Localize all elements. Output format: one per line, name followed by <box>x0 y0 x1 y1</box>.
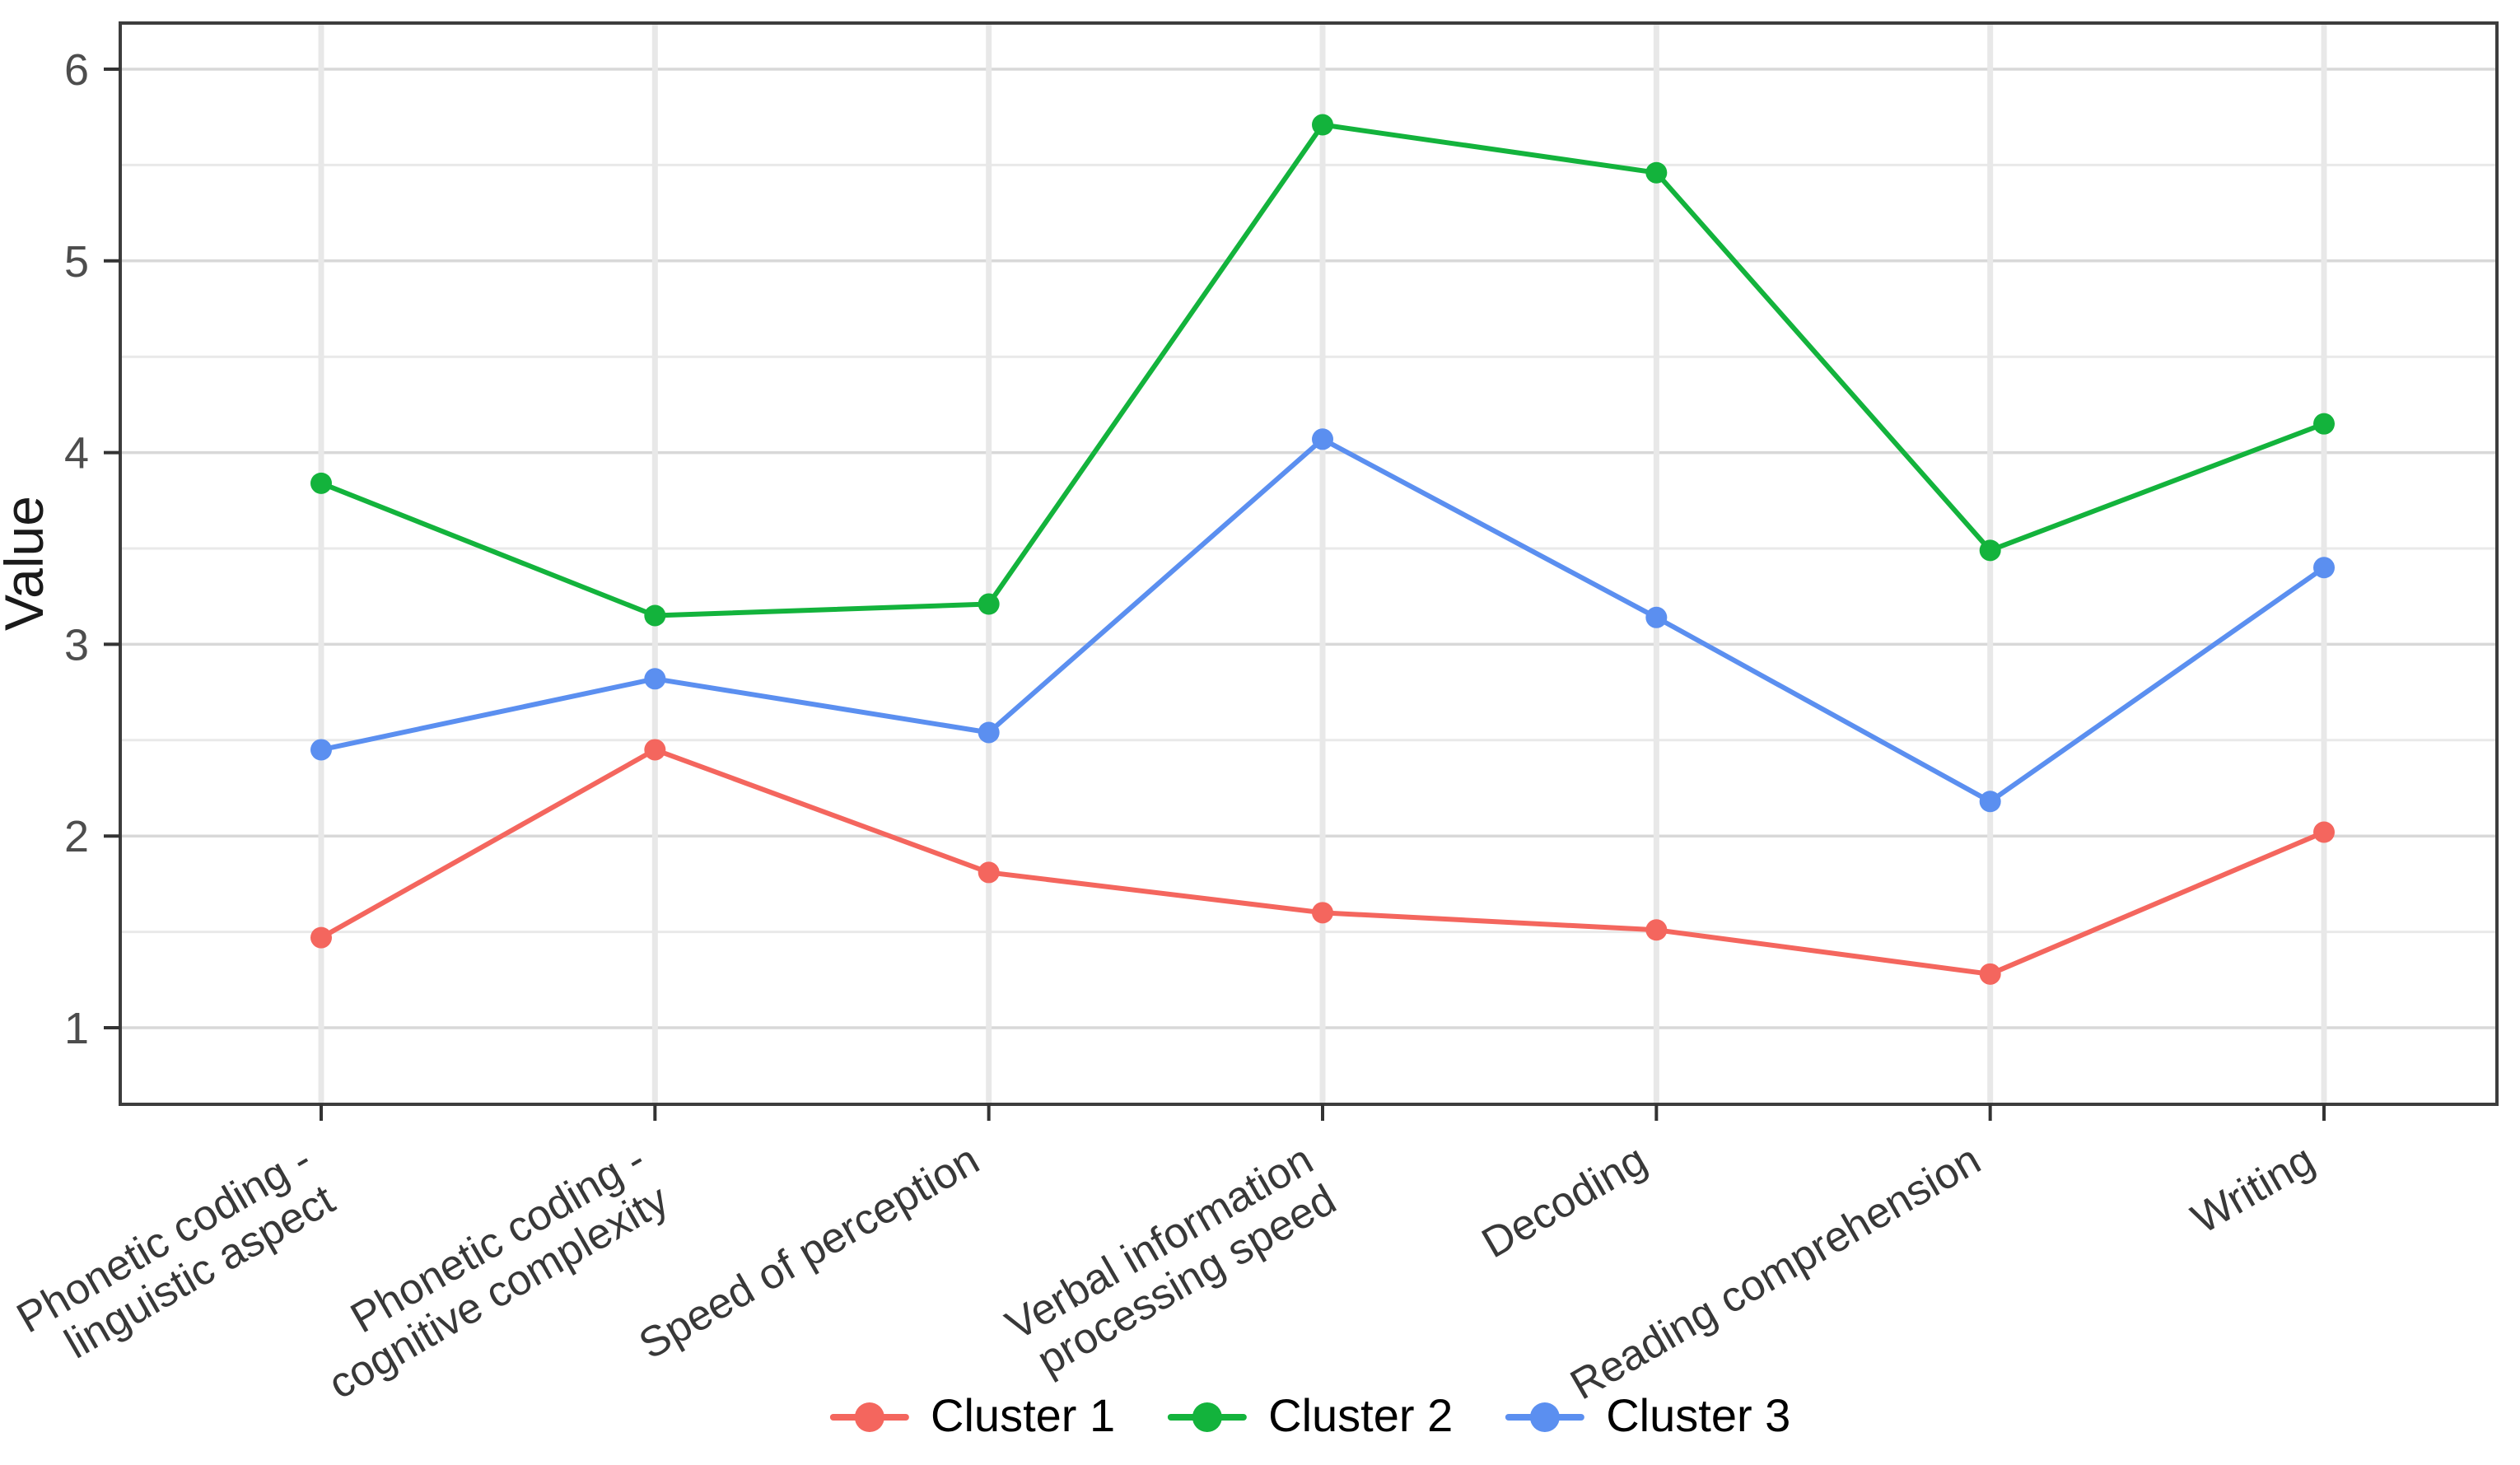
data-point-cluster-1 <box>1645 919 1668 941</box>
y-tick-label: 4 <box>64 429 89 478</box>
legend-item-cluster-2: Cluster 2 <box>1168 1393 1453 1442</box>
x-category-label: Phonetic coding -linguistic aspect <box>9 1136 343 1383</box>
data-point-cluster-2 <box>310 472 332 494</box>
legend-item-cluster-3: Cluster 3 <box>1505 1393 1790 1442</box>
data-point-cluster-3 <box>978 721 1000 744</box>
legend-label-cluster-2: Cluster 2 <box>1268 1389 1454 1441</box>
x-category-label: Phonetic coding -cognitive complexity <box>297 1136 676 1408</box>
data-point-cluster-2 <box>644 604 666 627</box>
data-point-cluster-1 <box>978 861 1000 884</box>
data-point-cluster-1 <box>644 739 666 761</box>
data-point-cluster-3 <box>644 668 666 690</box>
y-axis-title: Value <box>0 496 54 631</box>
y-tick-label: 6 <box>64 45 89 95</box>
legend-label-cluster-1: Cluster 1 <box>931 1389 1116 1441</box>
legend-key-cluster-1-icon <box>830 1401 910 1434</box>
x-category-label: Speed of perception <box>632 1136 987 1369</box>
y-tick-label: 2 <box>64 812 89 861</box>
legend-key-cluster-2-icon <box>1168 1401 1248 1434</box>
x-category-label: Verbal informationprocessing speed <box>998 1136 1344 1389</box>
legend-label-cluster-3: Cluster 3 <box>1606 1389 1791 1441</box>
legend-key-cluster-3-icon <box>1505 1401 1585 1434</box>
x-category-label: Writing <box>2184 1136 2322 1243</box>
data-point-cluster-3 <box>1312 428 1333 450</box>
legend: Cluster 1 Cluster 2 Cluster 3 <box>830 1393 1790 1442</box>
y-axis: 1 2 3 4 5 6 <box>64 45 120 1053</box>
panel-border <box>119 21 2499 1106</box>
data-point-cluster-2 <box>978 593 1000 615</box>
data-point-cluster-1 <box>1312 902 1333 924</box>
data-point-cluster-3 <box>1979 791 2001 813</box>
data-point-cluster-3 <box>310 739 332 761</box>
data-point-cluster-1 <box>1979 963 2001 985</box>
series <box>310 114 2335 985</box>
data-point-cluster-2 <box>1645 161 1668 184</box>
data-point-cluster-1 <box>2313 821 2335 843</box>
data-point-cluster-3 <box>2313 557 2335 579</box>
data-point-cluster-1 <box>310 926 332 949</box>
y-tick-label: 1 <box>64 1004 89 1053</box>
x-category-label: Decoding <box>1474 1136 1654 1267</box>
y-tick-label: 5 <box>64 237 89 287</box>
gridlines <box>120 23 2497 1104</box>
data-point-cluster-2 <box>1312 114 1333 136</box>
legend-item-cluster-1: Cluster 1 <box>830 1393 1115 1442</box>
data-point-cluster-2 <box>1979 539 2001 562</box>
data-point-cluster-2 <box>2313 413 2335 435</box>
data-point-cluster-3 <box>1645 606 1668 628</box>
y-tick-label: 3 <box>64 620 89 670</box>
x-axis: Phonetic coding -linguistic aspect Phonet… <box>9 1104 2326 1409</box>
